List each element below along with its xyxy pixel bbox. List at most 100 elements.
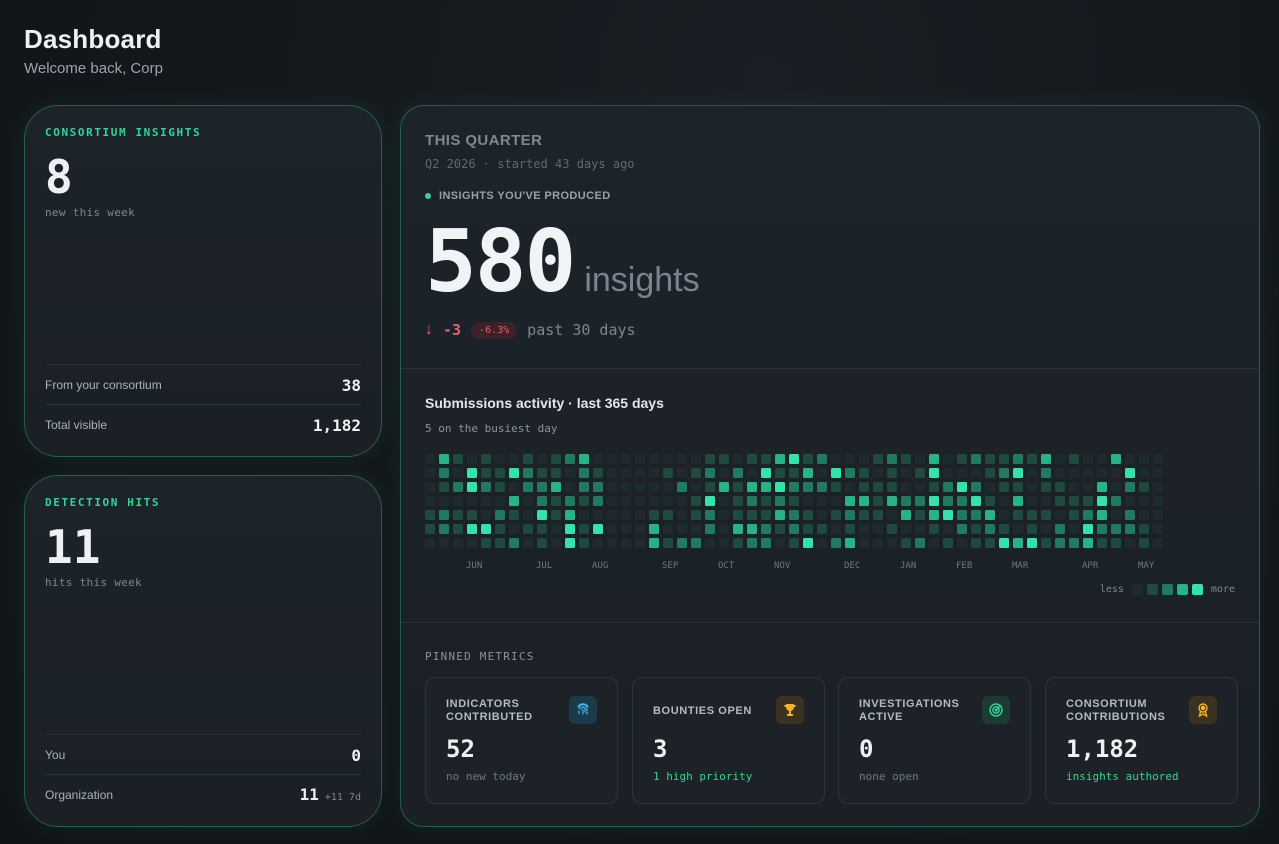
heatmap-cell[interactable] [1055, 538, 1065, 548]
heatmap-cell[interactable] [1013, 496, 1023, 506]
heatmap-cell[interactable] [859, 468, 869, 478]
heatmap-cell[interactable] [1027, 482, 1037, 492]
metric-card-investigations[interactable]: INVESTIGATIONS ACTIVE 0 none open [838, 677, 1031, 804]
heatmap-cell[interactable] [971, 538, 981, 548]
heatmap-cell[interactable] [649, 538, 659, 548]
heatmap-cell[interactable] [663, 538, 673, 548]
heatmap-cell[interactable] [523, 510, 533, 520]
heatmap-cell[interactable] [467, 468, 477, 478]
heatmap-cell[interactable] [901, 468, 911, 478]
heatmap-cell[interactable] [579, 454, 589, 464]
heatmap-cell[interactable] [733, 538, 743, 548]
heatmap-cell[interactable] [831, 538, 841, 548]
heatmap-cell[interactable] [985, 496, 995, 506]
heatmap-cell[interactable] [873, 538, 883, 548]
heatmap-cell[interactable] [551, 510, 561, 520]
heatmap-cell[interactable] [607, 524, 617, 534]
heatmap-cell[interactable] [425, 482, 435, 492]
heatmap-cell[interactable] [915, 538, 925, 548]
heatmap-cell[interactable] [1153, 510, 1163, 520]
heatmap-cell[interactable] [677, 496, 687, 506]
heatmap-cell[interactable] [453, 510, 463, 520]
heatmap-cell[interactable] [761, 538, 771, 548]
heatmap-cell[interactable] [1013, 468, 1023, 478]
heatmap-cell[interactable] [523, 538, 533, 548]
heatmap-cell[interactable] [817, 454, 827, 464]
heatmap-cell[interactable] [509, 538, 519, 548]
heatmap-cell[interactable] [915, 524, 925, 534]
heatmap-cell[interactable] [761, 524, 771, 534]
heatmap-cell[interactable] [957, 468, 967, 478]
heatmap-cell[interactable] [1083, 538, 1093, 548]
heatmap-cell[interactable] [1027, 496, 1037, 506]
heatmap-cell[interactable] [775, 468, 785, 478]
heatmap-cell[interactable] [649, 510, 659, 520]
heatmap-cell[interactable] [719, 524, 729, 534]
heatmap-cell[interactable] [523, 524, 533, 534]
heatmap-cell[interactable] [705, 538, 715, 548]
heatmap-cell[interactable] [999, 496, 1009, 506]
heatmap-cell[interactable] [1153, 454, 1163, 464]
heatmap-cell[interactable] [495, 538, 505, 548]
heatmap-cell[interactable] [467, 510, 477, 520]
metric-card-contributions[interactable]: CONSORTIUM CONTRIBUTIONS 1,182 insights … [1045, 677, 1238, 804]
heatmap-cell[interactable] [1139, 496, 1149, 506]
heatmap-cell[interactable] [593, 468, 603, 478]
heatmap-cell[interactable] [1055, 510, 1065, 520]
heatmap-cell[interactable] [691, 496, 701, 506]
heatmap-cell[interactable] [1111, 496, 1121, 506]
heatmap-cell[interactable] [467, 482, 477, 492]
heatmap-cell[interactable] [1013, 538, 1023, 548]
heatmap-cell[interactable] [1041, 454, 1051, 464]
heatmap-cell[interactable] [817, 496, 827, 506]
heatmap-cell[interactable] [593, 538, 603, 548]
heatmap-cell[interactable] [593, 482, 603, 492]
heatmap-cell[interactable] [1153, 468, 1163, 478]
heatmap-cell[interactable] [607, 538, 617, 548]
heatmap-cell[interactable] [453, 482, 463, 492]
heatmap-cell[interactable] [887, 524, 897, 534]
heatmap-cell[interactable] [453, 524, 463, 534]
heatmap-cell[interactable] [607, 510, 617, 520]
heatmap-cell[interactable] [1069, 496, 1079, 506]
heatmap-cell[interactable] [677, 454, 687, 464]
heatmap-cell[interactable] [929, 496, 939, 506]
heatmap-cell[interactable] [663, 496, 673, 506]
heatmap-cell[interactable] [649, 468, 659, 478]
heatmap-cell[interactable] [1097, 482, 1107, 492]
heatmap-cell[interactable] [1111, 482, 1121, 492]
heatmap-cell[interactable] [1139, 482, 1149, 492]
heatmap-cell[interactable] [719, 538, 729, 548]
heatmap-cell[interactable] [705, 454, 715, 464]
heatmap-cell[interactable] [635, 524, 645, 534]
heatmap-cell[interactable] [523, 496, 533, 506]
heatmap-cell[interactable] [901, 524, 911, 534]
heatmap-cell[interactable] [803, 454, 813, 464]
heatmap-cell[interactable] [1055, 482, 1065, 492]
heatmap-cell[interactable] [537, 538, 547, 548]
heatmap-cell[interactable] [607, 482, 617, 492]
heatmap-cell[interactable] [1013, 454, 1023, 464]
heatmap-cell[interactable] [943, 524, 953, 534]
heatmap-cell[interactable] [985, 524, 995, 534]
heatmap-cell[interactable] [565, 496, 575, 506]
heatmap-cell[interactable] [985, 538, 995, 548]
heatmap-cell[interactable] [733, 454, 743, 464]
heatmap-cell[interactable] [831, 454, 841, 464]
heatmap-cell[interactable] [621, 496, 631, 506]
heatmap-cell[interactable] [677, 538, 687, 548]
heatmap-cell[interactable] [957, 510, 967, 520]
heatmap-cell[interactable] [1041, 468, 1051, 478]
heatmap-cell[interactable] [1125, 454, 1135, 464]
heatmap-cell[interactable] [425, 524, 435, 534]
heatmap-cell[interactable] [579, 468, 589, 478]
heatmap-cell[interactable] [1055, 524, 1065, 534]
heatmap-cell[interactable] [1013, 524, 1023, 534]
heatmap-cell[interactable] [929, 482, 939, 492]
heatmap-cell[interactable] [425, 538, 435, 548]
heatmap-cell[interactable] [985, 482, 995, 492]
heatmap-cell[interactable] [495, 510, 505, 520]
heatmap-cell[interactable] [1069, 538, 1079, 548]
heatmap-cell[interactable] [1153, 496, 1163, 506]
heatmap-cell[interactable] [943, 496, 953, 506]
